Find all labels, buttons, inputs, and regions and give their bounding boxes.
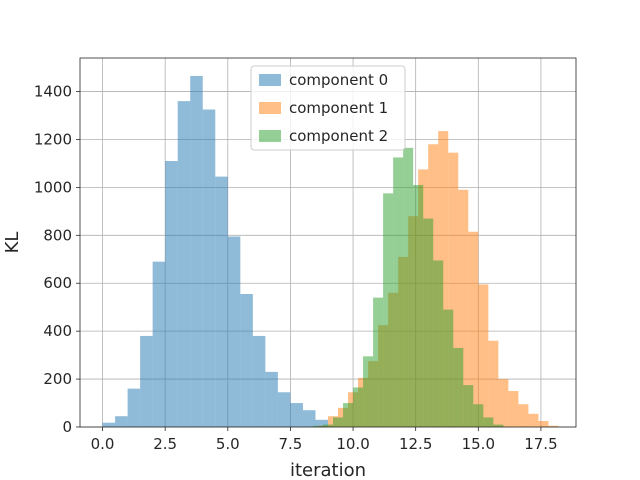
histogram-bar <box>488 340 499 427</box>
histogram-bar <box>102 422 116 427</box>
histogram-bars <box>102 75 559 428</box>
x-tick-label: 7.5 <box>278 435 302 453</box>
histogram-bar <box>468 231 479 427</box>
histogram-bar <box>252 335 266 427</box>
histogram-bar <box>448 152 459 427</box>
histogram-bar <box>498 379 509 427</box>
legend: component 0 component 1 component 2 <box>250 65 406 151</box>
y-tick-label: 400 <box>43 322 72 340</box>
histogram-bar <box>312 425 323 427</box>
histogram-bar <box>413 184 424 427</box>
histogram-bar <box>115 416 128 427</box>
histogram-bar <box>463 385 474 427</box>
legend-swatch <box>259 74 281 86</box>
histogram-bar <box>333 417 344 427</box>
histogram-bar <box>343 403 354 427</box>
histogram-bar <box>165 161 178 427</box>
histogram-bar <box>423 218 434 427</box>
histogram-bar <box>140 335 153 427</box>
x-tick-label: 0.0 <box>91 435 115 453</box>
histogram-bar <box>433 260 444 427</box>
histogram-bar <box>277 392 291 427</box>
histogram-bar <box>393 157 404 428</box>
histogram-bar <box>322 424 334 427</box>
legend-label: component 2 <box>289 127 388 145</box>
axis-ticks: 0.0 2.5 5.0 7.5 10.0 12.5 15.0 17.5 0 200 400 600 80… <box>34 83 558 453</box>
histogram-bar <box>152 261 166 427</box>
legend-label: component 0 <box>289 71 388 89</box>
histogram-bar <box>478 284 489 427</box>
legend-swatch <box>259 102 281 114</box>
x-axis-label: iteration <box>290 460 366 480</box>
x-tick-label: 15.0 <box>462 435 495 453</box>
histogram-bar <box>373 297 384 427</box>
histogram-bar <box>538 421 549 427</box>
legend-swatch <box>259 130 281 142</box>
histogram-bar <box>508 391 519 427</box>
series-2-bars <box>312 147 504 428</box>
histogram-bar <box>265 371 278 427</box>
histogram-bar <box>403 147 414 428</box>
histogram-bar <box>518 404 529 427</box>
y-tick-label: 1200 <box>34 130 72 148</box>
x-tick-label: 10.0 <box>336 435 369 453</box>
y-tick-label: 0 <box>62 418 72 436</box>
histogram-bar <box>458 189 469 427</box>
x-tick-label: 12.5 <box>399 435 432 453</box>
histogram-bar <box>240 294 253 427</box>
histogram-bar <box>483 417 494 427</box>
plot-frame <box>79 57 577 428</box>
y-tick-label: 800 <box>43 226 72 244</box>
legend-label: component 1 <box>289 99 388 117</box>
histogram-bar <box>353 387 364 427</box>
histogram-bar <box>493 424 504 427</box>
y-tick-label: 1400 <box>34 83 72 101</box>
x-tick-label: 2.5 <box>153 435 177 453</box>
histogram-bar <box>453 347 464 427</box>
x-tick-label: 17.5 <box>524 435 557 453</box>
histogram-bar <box>127 388 141 427</box>
x-tick-label: 5.0 <box>216 435 240 453</box>
histogram-bar <box>383 193 394 427</box>
y-tick-label: 1000 <box>34 178 72 196</box>
histogram-bar <box>227 236 241 427</box>
histogram-bar <box>177 101 191 427</box>
histogram-bar <box>363 356 374 427</box>
y-tick-label: 200 <box>43 370 72 388</box>
legend-box <box>250 65 406 151</box>
y-tick-label: 600 <box>43 274 72 292</box>
y-axis-label: KL <box>2 232 23 254</box>
histogram-bar <box>215 176 228 427</box>
series-0-bars <box>102 75 328 428</box>
histogram-bar <box>202 109 216 427</box>
histogram-bar <box>473 404 484 427</box>
histogram-bar <box>190 75 203 428</box>
histogram-bar <box>548 425 559 427</box>
histogram-bar <box>302 410 316 427</box>
histogram-bar <box>528 413 539 427</box>
histogram-bar <box>290 403 303 427</box>
histogram-bar <box>315 419 328 427</box>
histogram-bar <box>443 309 454 427</box>
